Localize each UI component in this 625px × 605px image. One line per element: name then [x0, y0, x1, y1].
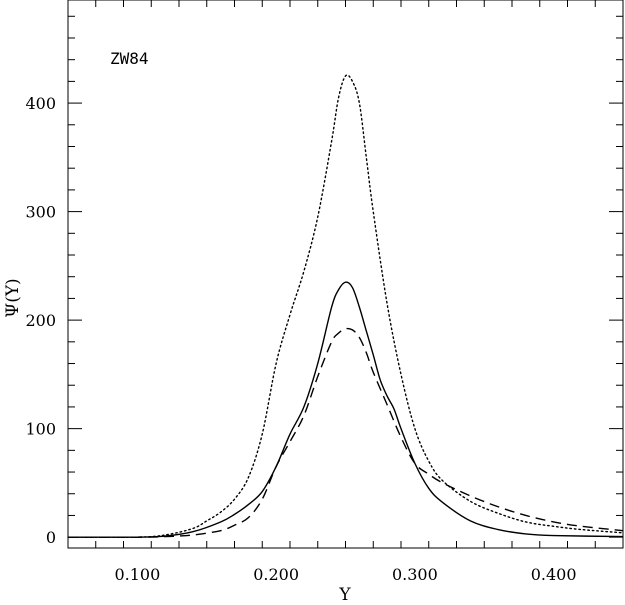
x-tick-label: 0.400 [531, 565, 577, 584]
series-line-dotted [67, 74, 624, 539]
y-tick-label: 0 [46, 528, 56, 547]
series-line-dashed [67, 327, 624, 538]
x-tick-label: 0.300 [392, 565, 438, 584]
y-tick-labels: 0 100 200 300 400 [25, 94, 56, 547]
y-tick-label: 200 [25, 311, 56, 330]
plot-frame [67, 0, 624, 549]
series-layer [67, 74, 624, 539]
x-tick-labels: 0.100 0.200 0.300 0.400 [114, 565, 576, 584]
y-tick-label: 400 [25, 94, 56, 113]
axis-ticks [67, 0, 624, 548]
series-line-solid [67, 281, 624, 538]
x-axis-label: Y [338, 585, 351, 605]
x-tick-label: 0.100 [114, 565, 160, 584]
x-tick-label: 0.200 [253, 565, 299, 584]
chart-annotation: ZW84 [110, 49, 149, 68]
y-tick-label: 300 [25, 203, 56, 222]
y-axis-label: Ψ(Y) [3, 278, 23, 317]
y-tick-label: 100 [25, 420, 56, 439]
